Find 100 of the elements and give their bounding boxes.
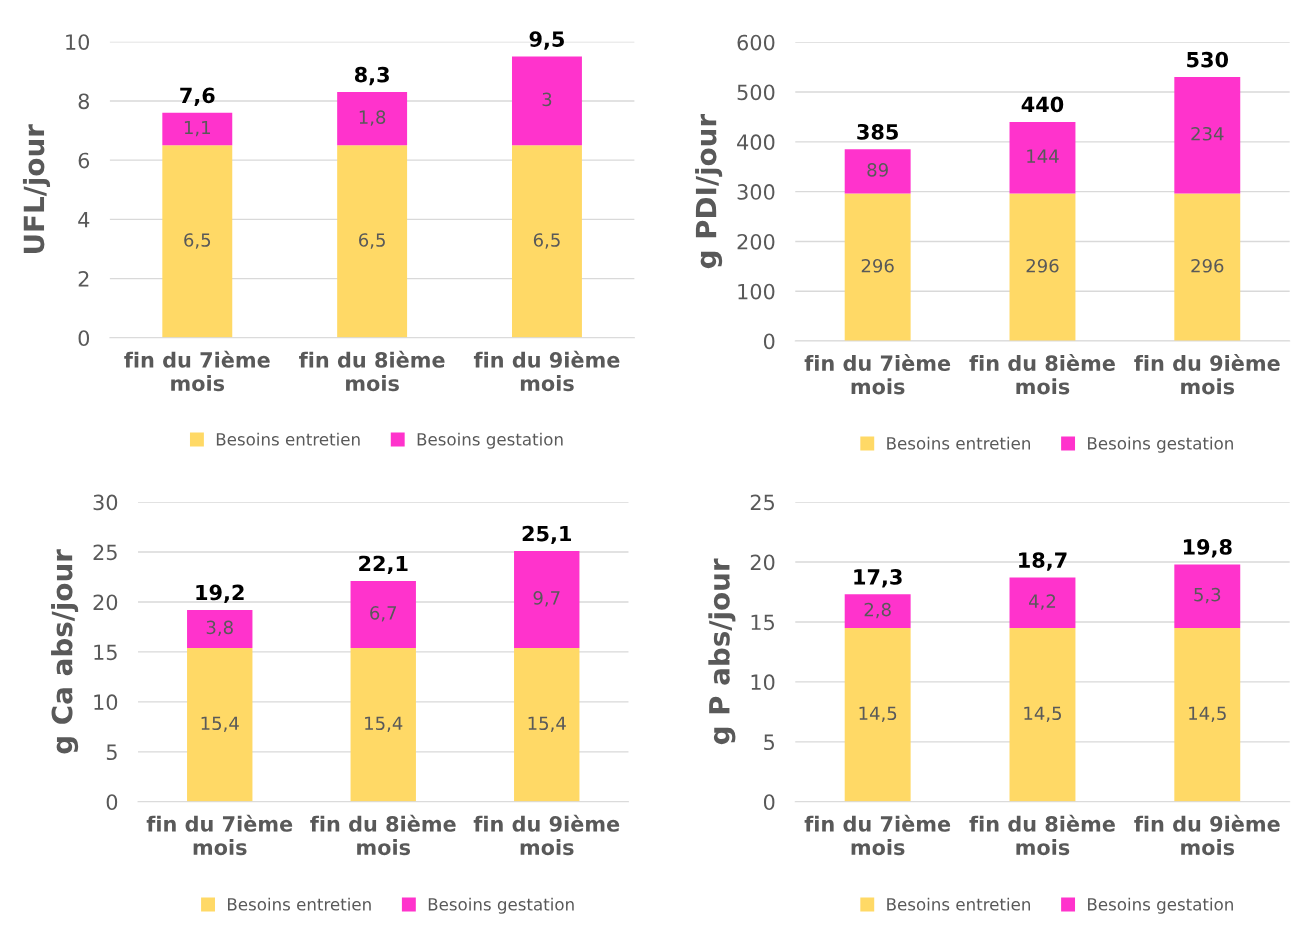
legend-label: Besoins gestation: [1088, 897, 1233, 914]
x-tick-label: fin du 9ième mois: [1134, 354, 1280, 395]
data-label: 5,3: [1194, 587, 1221, 604]
x-tick-label: fin du 9ième mois: [473, 350, 620, 392]
y-axis-title: UFL/jour: [22, 124, 51, 253]
x-tick-label: fin du 8ième mois: [299, 350, 445, 392]
bar: [187, 647, 253, 802]
y-tick-label: 0: [78, 330, 90, 346]
legend-label: Besoins gestation: [428, 897, 574, 914]
data-label: 1,8: [359, 110, 386, 126]
data-label: 15,4: [365, 716, 403, 732]
data-label: 15,4: [201, 716, 239, 732]
bar: [1009, 577, 1076, 628]
legend-label: Besoins entretien: [216, 432, 360, 446]
y-tick-label: 6: [78, 152, 90, 169]
y-tick-label: 5: [106, 744, 117, 761]
x-tick-label: fin du 8ième mois: [310, 814, 456, 856]
legend-label: Besoins gestation: [1088, 436, 1233, 453]
y-tick-label: 200: [737, 233, 775, 250]
data-label: 296: [1026, 258, 1059, 273]
legend-label: Besoins gestation: [417, 432, 563, 449]
total-label: 530: [1187, 51, 1229, 68]
total-label: 19,8: [1183, 539, 1232, 558]
data-label: 1,1: [184, 120, 210, 137]
y-tick-label: 400: [737, 134, 775, 151]
bar: [511, 56, 582, 146]
bar: [337, 92, 408, 146]
total-label: 22,1: [359, 555, 408, 575]
y-tick-label: 25: [93, 544, 117, 561]
data-label: 6,7: [370, 606, 397, 622]
total-label: 19,2: [196, 584, 244, 604]
y-axis-title: g P abs/jour: [708, 558, 736, 745]
bar: [1174, 564, 1241, 628]
y-tick-label: 8: [78, 93, 89, 110]
bar: [844, 149, 911, 194]
x-tick-label: fin du 9ième mois: [473, 814, 620, 856]
data-label: 89: [867, 163, 888, 177]
bar: [187, 609, 253, 648]
total-label: 385: [857, 123, 898, 140]
data-label: 3: [542, 92, 552, 107]
total-label: 440: [1021, 96, 1064, 113]
y-tick-label: 4: [78, 212, 90, 228]
bar: [844, 193, 911, 342]
bar: [162, 145, 233, 338]
x-tick-label: fin du 8ième mois: [969, 354, 1115, 395]
data-label: 6,5: [533, 233, 560, 249]
x-tick-label: fin du 9ième mois: [1134, 814, 1280, 856]
data-label: 6,5: [359, 233, 385, 249]
y-axis-title: g Ca abs/jour: [51, 549, 79, 754]
legend-label: Besoins entretien: [887, 897, 1030, 911]
bar: [511, 145, 582, 338]
bar: [844, 627, 911, 802]
bar: [162, 112, 233, 146]
x-tick-label: fin du 7ième mois: [804, 354, 951, 395]
y-tick-label: 600: [737, 34, 775, 51]
x-tick-label: fin du 7ième mois: [146, 814, 293, 856]
y-tick-label: 10: [94, 694, 118, 711]
bar: [350, 580, 416, 648]
legend-label: Besoins entretien: [887, 436, 1030, 450]
bar: [514, 551, 580, 648]
y-tick-label: 30: [93, 494, 118, 511]
bar: [1009, 627, 1076, 802]
legend-label: Besoins entretien: [228, 897, 371, 911]
data-label: 14,5: [1024, 706, 1061, 722]
bar: [1009, 193, 1076, 342]
x-tick-label: fin du 7ième mois: [124, 350, 270, 392]
data-label: 3,8: [206, 620, 233, 637]
data-label: 9,7: [533, 591, 560, 607]
y-tick-label: 300: [737, 184, 775, 200]
data-label: 14,5: [1189, 706, 1226, 722]
data-label: 14,5: [859, 706, 897, 722]
y-axis-title: g PDI/jour: [695, 113, 723, 269]
total-label: 25,1: [522, 525, 572, 545]
bar: [350, 647, 416, 802]
y-tick-label: 20: [750, 554, 775, 571]
x-tick-label: fin du 8ième mois: [969, 814, 1115, 856]
y-tick-label: 0: [106, 794, 118, 810]
bar: [844, 594, 911, 628]
total-label: 8,3: [354, 66, 389, 86]
y-tick-label: 15: [751, 614, 774, 631]
data-label: 144: [1027, 149, 1059, 163]
data-label: 6,5: [184, 233, 211, 249]
data-label: 15,4: [528, 716, 566, 732]
y-tick-label: 0: [763, 794, 775, 810]
total-label: 17,3: [854, 569, 902, 588]
data-label: 296: [861, 258, 894, 273]
y-tick-label: 20: [93, 594, 118, 611]
x-tick-label: fin du 7ième mois: [804, 814, 951, 856]
total-label: 7,6: [180, 87, 215, 106]
bar: [1009, 121, 1076, 194]
bar: [337, 145, 408, 338]
bar: [1174, 627, 1241, 802]
data-label: 234: [1191, 126, 1224, 141]
y-tick-label: 100: [738, 283, 775, 300]
bar: [1174, 193, 1241, 342]
bar: [514, 647, 580, 802]
total-label: 9,5: [529, 31, 564, 50]
bar: [1174, 77, 1241, 194]
total-label: 18,7: [1019, 552, 1067, 571]
y-tick-label: 10: [66, 34, 90, 50]
